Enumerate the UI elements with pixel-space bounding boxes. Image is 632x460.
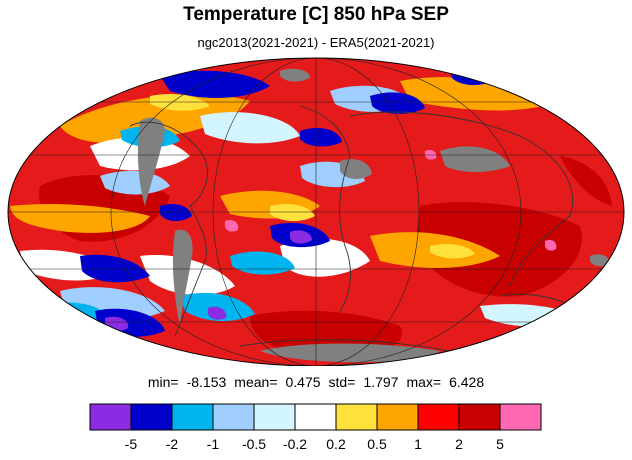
colorbar-tick-label: 0.2: [326, 436, 346, 452]
min-value: -8.153: [186, 374, 227, 390]
colorbar-tick-label: -0.5: [242, 436, 266, 452]
colorbar-swatch: [89, 403, 132, 431]
std-label: std=: [328, 374, 356, 390]
mean-label: mean=: [234, 374, 278, 390]
graticule: [8, 58, 624, 366]
map-border: [7, 57, 625, 366]
colorbar-swatch: [335, 403, 378, 431]
plot-subtitle: ngc2013(2021-2021) - ERA5(2021-2021): [197, 35, 435, 50]
colorbar-swatch: [294, 403, 337, 431]
colorbar-tick-label: 2: [455, 436, 463, 452]
colorbar-tick-label: -5: [125, 436, 138, 452]
colorbar: -5 -2 -1 -0.5 -0.2 0.2 0.5 1 2 5: [89, 403, 542, 452]
colorbar-swatch: [417, 403, 460, 431]
max-value: 6.428: [449, 374, 485, 390]
colorbar-tick-label: -0.2: [283, 436, 307, 452]
colorbar-swatch: [212, 403, 255, 431]
colorbar-swatch: [376, 403, 419, 431]
mean-value: 0.475: [285, 374, 321, 390]
colorbar-tick-label: 5: [496, 436, 504, 452]
colorbar-tick-label: 0.5: [367, 436, 387, 452]
colorbar-tick-label: -2: [166, 436, 179, 452]
colorbar-swatch: [130, 403, 173, 431]
std-value: 1.797: [363, 374, 399, 390]
colorbar-swatch: [253, 403, 296, 431]
stats-line: min= -8.153 mean= 0.475 std= 1.797 max= 6.428: [0, 374, 632, 390]
colorbar-swatch: [171, 403, 214, 431]
mollweide-map: [7, 57, 625, 366]
colorbar-tick-label: -1: [207, 436, 220, 452]
max-label: max=: [406, 374, 442, 390]
temperature-field: [10, 68, 612, 363]
colorbar-swatch: [499, 403, 542, 431]
colorbar-tick-label: 1: [414, 436, 422, 452]
colorbar-swatch: [458, 403, 501, 431]
min-label: min=: [147, 374, 179, 390]
plot-title: Temperature [C] 850 hPa SEP: [183, 4, 449, 25]
